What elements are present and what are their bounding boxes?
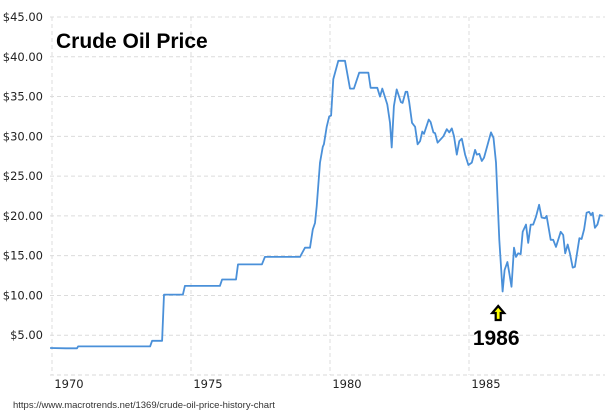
y-tick-label: $25.00: [3, 169, 43, 183]
y-tick-label: $15.00: [3, 249, 43, 263]
x-tick-label: 1985: [471, 377, 500, 391]
y-tick-label: $40.00: [3, 50, 43, 64]
y-tick-label: $20.00: [3, 209, 43, 223]
y-tick-label: $45.00: [3, 10, 43, 24]
x-tick-label: 1970: [54, 377, 83, 391]
x-tick-label: 1975: [193, 377, 222, 391]
gridlines: [50, 16, 605, 376]
y-tick-label: $35.00: [3, 90, 43, 104]
series-line-crude-oil-price: [50, 59, 603, 350]
x-axis: 1970 1975 1980 1985: [54, 377, 500, 391]
x-tick-label: 1980: [332, 377, 361, 391]
y-tick-label: $5.00: [10, 328, 43, 342]
y-tick-label: $10.00: [3, 288, 43, 302]
annotation-label: 1986: [473, 327, 520, 350]
arrow-up-icon: [489, 304, 507, 322]
annotation-1986: 1986: [473, 304, 520, 350]
y-axis: $5.00 $10.00 $15.00 $20.00 $25.00 $30.00 $35.0…: [3, 10, 43, 342]
source-url: https://www.macrotrends.net/1369/crude-o…: [13, 400, 275, 411]
chart-title: Crude Oil Price: [56, 30, 208, 53]
y-tick-label: $30.00: [3, 129, 43, 143]
